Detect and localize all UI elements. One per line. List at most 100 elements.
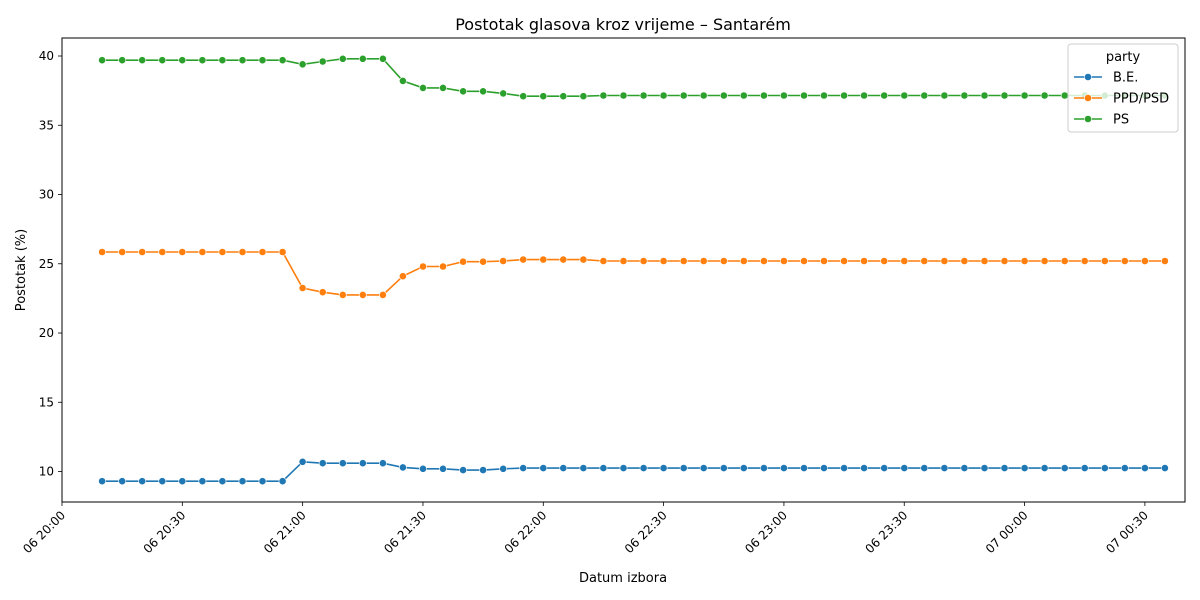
data-point	[318, 459, 327, 468]
data-point	[138, 248, 147, 256]
data-point	[760, 91, 768, 100]
data-point	[539, 92, 548, 101]
plot-frame	[61, 37, 1186, 503]
data-point	[699, 91, 708, 100]
x-axis-label: Datum izbora	[579, 571, 667, 586]
data-point	[579, 464, 588, 472]
data-point	[860, 464, 868, 472]
data-point	[1100, 257, 1109, 265]
data-point	[960, 464, 969, 472]
data-point	[579, 255, 588, 264]
data-point	[780, 464, 788, 472]
data-point	[1100, 464, 1109, 472]
data-point	[900, 91, 909, 100]
y-tick-label: 20	[39, 326, 54, 340]
data-point	[419, 84, 427, 92]
data-point	[1020, 257, 1029, 265]
x-tick-label: 06 23:00	[742, 508, 790, 556]
data-point	[579, 92, 588, 101]
legend-marker	[1084, 94, 1092, 102]
data-point	[559, 255, 568, 264]
legend-label: B.E.	[1113, 71, 1138, 86]
data-point	[258, 56, 267, 65]
data-point	[298, 60, 307, 69]
data-point	[439, 464, 447, 473]
data-point	[158, 248, 167, 256]
data-point	[739, 464, 748, 472]
data-point	[739, 91, 748, 100]
data-point	[238, 56, 247, 65]
data-point	[880, 464, 889, 472]
data-point	[318, 288, 327, 297]
data-point	[178, 477, 187, 486]
y-tick-label: 25	[39, 257, 54, 271]
data-point	[519, 464, 528, 472]
x-tick-label: 06 22:00	[502, 508, 550, 556]
data-point	[679, 91, 688, 100]
data-point	[98, 56, 106, 65]
data-point	[479, 87, 487, 96]
data-point	[318, 57, 327, 66]
data-point	[519, 92, 528, 101]
data-point	[780, 91, 788, 100]
data-point	[238, 477, 247, 486]
data-point	[1000, 257, 1009, 265]
legend-marker	[1084, 115, 1092, 123]
data-point	[559, 464, 568, 472]
data-point	[1120, 257, 1129, 265]
data-point	[840, 257, 848, 265]
data-point	[1141, 464, 1149, 472]
data-point	[1161, 464, 1169, 472]
data-point	[258, 477, 267, 486]
data-point	[980, 257, 989, 265]
data-point	[138, 477, 147, 486]
data-point	[378, 459, 387, 468]
data-point	[1040, 464, 1049, 472]
data-point	[419, 464, 427, 473]
data-point	[1060, 91, 1069, 100]
data-point	[840, 91, 848, 100]
data-point	[459, 257, 467, 266]
data-point	[519, 255, 528, 264]
data-point	[1120, 464, 1129, 472]
data-point	[338, 290, 347, 299]
data-point	[820, 91, 828, 100]
x-tick-label: 06 22:30	[622, 508, 670, 556]
data-point	[358, 459, 367, 468]
data-point	[619, 91, 628, 100]
data-point	[278, 477, 287, 486]
legend-label: PPD/PSD	[1113, 92, 1169, 107]
data-point	[780, 257, 788, 265]
data-point	[760, 257, 768, 265]
data-point	[178, 248, 187, 256]
data-point	[920, 464, 929, 472]
data-point	[358, 54, 367, 63]
legend-label: PS	[1113, 113, 1129, 128]
y-tick-label: 30	[39, 188, 54, 202]
data-point	[378, 54, 387, 63]
plot-markers	[98, 54, 1169, 486]
data-point	[1080, 464, 1089, 472]
chart-title: Postotak glasova kroz vrijeme – Santarém	[455, 15, 791, 34]
x-tick-label: 06 20:30	[141, 508, 189, 556]
data-point	[599, 91, 608, 100]
data-point	[158, 477, 167, 486]
data-point	[920, 257, 929, 265]
y-axis-label: Postotak (%)	[14, 229, 29, 311]
data-point	[699, 257, 708, 265]
y-tick-label: 10	[39, 465, 54, 479]
data-point	[860, 91, 868, 100]
data-point	[499, 89, 508, 98]
data-point	[158, 56, 167, 65]
x-tick-label: 06 21:30	[381, 508, 429, 556]
data-point	[378, 290, 387, 299]
data-point	[900, 257, 909, 265]
plot-lines	[102, 57, 1165, 483]
data-point	[138, 56, 147, 65]
data-point	[198, 56, 207, 65]
x-tick-label: 07 00:30	[1103, 508, 1151, 556]
legend-box	[1067, 43, 1179, 133]
data-point	[840, 464, 848, 472]
